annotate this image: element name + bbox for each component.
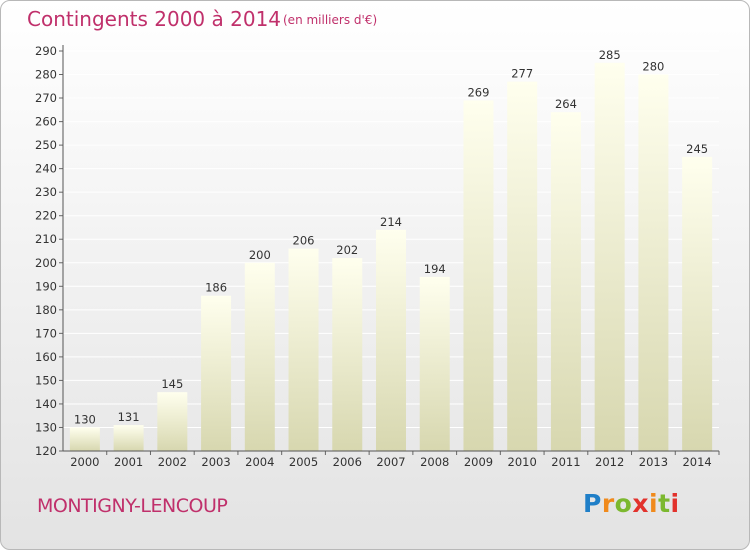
chart-title: Contingents 2000 à 2014 xyxy=(27,7,282,31)
bar-2002 xyxy=(157,392,188,451)
labels: 120 130 140 150 160 170 180 190 200 210 220 230 240 2… xyxy=(35,44,712,469)
y-tick-label: 270 xyxy=(35,91,57,105)
value-label-2001: 131 xyxy=(118,410,140,424)
bar-2013 xyxy=(638,74,669,451)
x-tick-label-2000: 2000 xyxy=(70,455,99,469)
value-label-2008: 194 xyxy=(424,262,446,276)
x-tick-label-2008: 2008 xyxy=(420,455,449,469)
y-tick-label: 180 xyxy=(35,303,57,317)
bar-2009 xyxy=(463,100,494,451)
bar-2012 xyxy=(594,62,625,451)
x-tick-label-2013: 2013 xyxy=(639,455,668,469)
y-tick-label: 260 xyxy=(35,115,57,129)
axes xyxy=(59,45,720,455)
x-tick-label-2010: 2010 xyxy=(508,455,537,469)
x-tick-label-2003: 2003 xyxy=(201,455,230,469)
value-label-2014: 245 xyxy=(686,142,708,156)
bar-2003 xyxy=(201,295,232,451)
y-tick-label: 230 xyxy=(35,185,57,199)
value-label-2000: 130 xyxy=(74,412,96,426)
bar-2006 xyxy=(332,258,363,451)
x-tick-label-2005: 2005 xyxy=(289,455,318,469)
bar-2010 xyxy=(507,81,538,452)
bars xyxy=(69,62,713,452)
y-tick-label: 280 xyxy=(35,68,57,82)
y-tick-label: 240 xyxy=(35,162,57,176)
bar-2000 xyxy=(69,427,100,451)
y-tick-label: 160 xyxy=(35,350,57,364)
y-tick-label: 190 xyxy=(35,279,57,293)
y-tick-label: 250 xyxy=(35,138,57,152)
y-tick-label: 130 xyxy=(35,420,57,434)
bar-2005 xyxy=(288,248,319,451)
y-tick-label: 140 xyxy=(35,397,57,411)
value-label-2009: 269 xyxy=(467,85,489,99)
y-tick-label: 170 xyxy=(35,326,57,340)
bar-2008 xyxy=(419,276,450,451)
value-label-2006: 202 xyxy=(336,243,358,257)
value-label-2005: 206 xyxy=(293,234,315,248)
y-tick-label: 210 xyxy=(35,232,57,246)
x-tick-label-2014: 2014 xyxy=(682,455,711,469)
value-label-2004: 200 xyxy=(249,248,271,262)
bar-2011 xyxy=(550,112,581,452)
value-label-2013: 280 xyxy=(642,60,664,74)
y-tick-label: 220 xyxy=(35,209,57,223)
x-tick-label-2006: 2006 xyxy=(333,455,362,469)
y-tick-label: 120 xyxy=(35,444,57,458)
x-tick-label-2001: 2001 xyxy=(114,455,143,469)
value-label-2012: 285 xyxy=(599,48,621,62)
bar-2007 xyxy=(376,229,406,451)
x-tick-label-2004: 2004 xyxy=(245,455,274,469)
y-tick-label: 150 xyxy=(35,373,57,387)
x-tick-label-2007: 2007 xyxy=(376,455,405,469)
bar-2004 xyxy=(244,262,275,451)
bar-2001 xyxy=(113,425,144,451)
x-tick-label-2002: 2002 xyxy=(158,455,187,469)
value-label-2002: 145 xyxy=(161,377,183,391)
value-label-2007: 214 xyxy=(380,215,402,229)
x-tick-label-2012: 2012 xyxy=(595,455,624,469)
value-label-2010: 277 xyxy=(511,67,533,81)
value-label-2011: 264 xyxy=(555,97,577,111)
x-tick-label-2011: 2011 xyxy=(551,455,580,469)
proxiti-logo: Proxiti xyxy=(583,489,680,518)
y-tick-label: 200 xyxy=(35,256,57,270)
commune-name: MONTIGNY-LENCOUP xyxy=(37,495,228,517)
value-label-2003: 186 xyxy=(205,281,227,295)
chart-subtitle: (en milliers d'€) xyxy=(283,13,378,27)
x-tick-label-2009: 2009 xyxy=(464,455,493,469)
bar-2014 xyxy=(682,156,713,451)
y-tick-label: 290 xyxy=(35,44,57,58)
